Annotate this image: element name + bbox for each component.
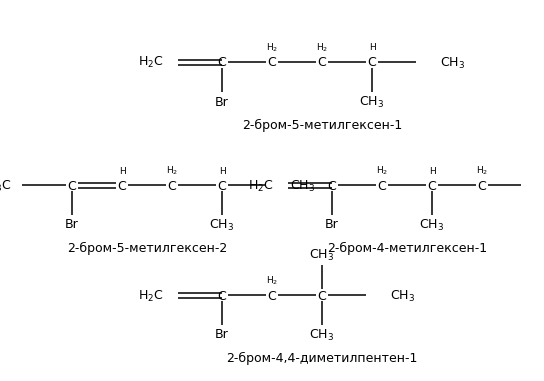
Text: $\mathregular{H_3C}$: $\mathregular{H_3C}$: [0, 178, 12, 194]
Text: $\mathregular{H_2C}$: $\mathregular{H_2C}$: [249, 178, 274, 194]
Text: C: C: [378, 179, 386, 192]
Text: Br: Br: [215, 328, 229, 341]
Text: $\mathregular{H_2}$: $\mathregular{H_2}$: [376, 165, 388, 177]
Text: C: C: [428, 179, 436, 192]
Text: 2-бром-5-метилгексен-1: 2-бром-5-метилгексен-1: [242, 118, 402, 131]
Text: C: C: [218, 179, 226, 192]
Text: 2-бром-4-метилгексен-1: 2-бром-4-метилгексен-1: [327, 242, 487, 255]
Text: C: C: [268, 56, 276, 69]
Text: C: C: [118, 179, 126, 192]
Text: C: C: [318, 290, 326, 303]
Text: $\mathregular{CH_3}$: $\mathregular{CH_3}$: [390, 288, 415, 304]
Text: C: C: [67, 179, 76, 192]
Text: H: H: [119, 166, 125, 176]
Text: C: C: [478, 179, 486, 192]
Text: C: C: [168, 179, 176, 192]
Text: Br: Br: [215, 96, 229, 109]
Text: C: C: [368, 56, 376, 69]
Text: $\mathregular{CH_3}$: $\mathregular{CH_3}$: [419, 218, 444, 232]
Text: $\mathregular{H_2C}$: $\mathregular{H_2C}$: [138, 54, 164, 70]
Text: $\mathregular{CH_3}$: $\mathregular{CH_3}$: [310, 327, 335, 343]
Text: 2-бром-5-метилгексен-2: 2-бром-5-метилгексен-2: [67, 242, 227, 255]
Text: $\mathregular{H_2C}$: $\mathregular{H_2C}$: [138, 288, 164, 304]
Text: H: H: [369, 43, 375, 53]
Text: $\mathregular{CH_3}$: $\mathregular{CH_3}$: [440, 56, 465, 70]
Text: C: C: [268, 290, 276, 303]
Text: 2-бром-4,4-диметилпентен-1: 2-бром-4,4-диметилпентен-1: [226, 351, 418, 365]
Text: C: C: [318, 56, 326, 69]
Text: $\mathregular{CH_3}$: $\mathregular{CH_3}$: [209, 218, 234, 232]
Text: C: C: [218, 56, 226, 69]
Text: $\mathregular{H_2}$: $\mathregular{H_2}$: [316, 42, 328, 54]
Text: $\mathregular{CH_3}$: $\mathregular{CH_3}$: [310, 247, 335, 263]
Text: Br: Br: [65, 218, 79, 232]
Text: $\mathregular{H_2}$: $\mathregular{H_2}$: [266, 275, 278, 287]
Text: H: H: [429, 166, 435, 176]
Text: $\mathregular{H_2}$: $\mathregular{H_2}$: [266, 42, 278, 54]
Text: $\mathregular{CH_3}$: $\mathregular{CH_3}$: [290, 178, 315, 194]
Text: $\mathregular{CH_3}$: $\mathregular{CH_3}$: [360, 94, 385, 110]
Text: C: C: [327, 179, 336, 192]
Text: $\mathregular{H_2}$: $\mathregular{H_2}$: [476, 165, 488, 177]
Text: H: H: [219, 166, 225, 176]
Text: C: C: [218, 290, 226, 303]
Text: Br: Br: [325, 218, 339, 232]
Text: $\mathregular{H_2}$: $\mathregular{H_2}$: [166, 165, 178, 177]
